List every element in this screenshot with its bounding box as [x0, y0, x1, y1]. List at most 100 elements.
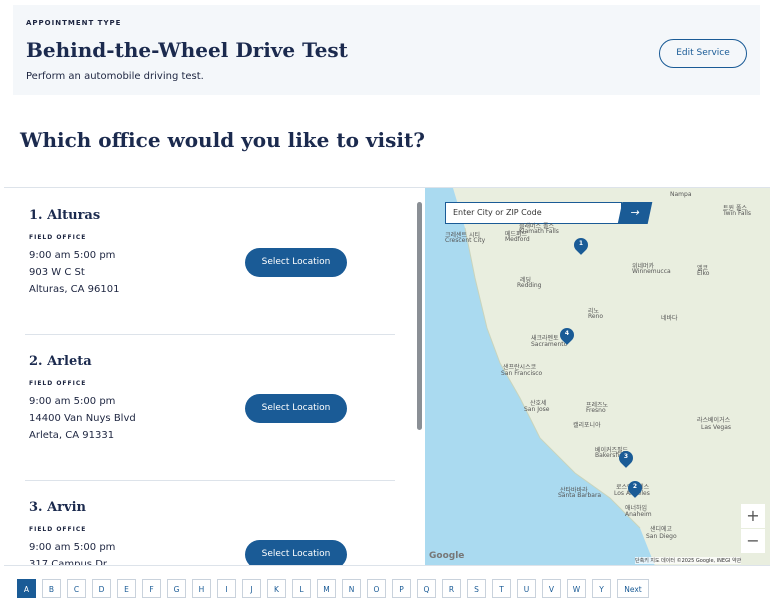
appointment-subtitle: Perform an automobile driving test. [26, 71, 204, 82]
map-attribution: 단축키 지도 데이터 ©2025 Google, INEGI 약관 [635, 557, 742, 564]
location-address: 317 Campus Dr [29, 559, 108, 566]
location-name: 3. Arvin [29, 500, 86, 515]
map-label: Elko [697, 270, 710, 277]
location-type: FIELD OFFICE [29, 526, 87, 533]
map-label: Anaheim [625, 511, 652, 518]
map-label: 리노 [588, 308, 600, 315]
map-label: 캘리포니아 [573, 422, 601, 429]
page-letter[interactable]: R [442, 579, 461, 598]
page-letter[interactable]: B [42, 579, 61, 598]
map: Enter City or ZIP Code → Nampa 트윈 폴스 Twin Fa… [425, 188, 770, 566]
select-location-button[interactable]: Select Location [245, 394, 347, 423]
pin-number[interactable]: 3 [623, 453, 629, 460]
page-letter[interactable]: P [392, 579, 411, 598]
pin-number[interactable]: 1 [578, 240, 584, 247]
location-name: 2. Arleta [29, 354, 92, 369]
scrollbar [417, 202, 422, 430]
location-list: 1. Alturas FIELD OFFICE 9:00 am 5:00 pm 903… [4, 188, 425, 566]
location-city: Arleta, CA 91331 [29, 430, 115, 441]
map-label: 프레즈노 [586, 402, 609, 409]
page-letter[interactable]: G [167, 579, 186, 598]
page-letter[interactable]: C [67, 579, 86, 598]
page-letter[interactable]: M [317, 579, 336, 598]
separator [25, 480, 395, 481]
map-label: Medford [505, 236, 530, 243]
location-address: 14400 Van Nuys Blvd [29, 413, 136, 424]
next-page[interactable]: Next [617, 579, 649, 598]
pin-number[interactable]: 4 [564, 330, 570, 337]
location-hours: 9:00 am 5:00 pm [29, 396, 116, 407]
zoom-out[interactable]: − [741, 529, 765, 553]
coastline [464, 227, 641, 529]
map-shapes [425, 188, 655, 566]
map-label: 산호세 [530, 400, 547, 407]
page-letter[interactable]: H [192, 579, 211, 598]
panel: 1. Alturas FIELD OFFICE 9:00 am 5:00 pm 903… [4, 187, 770, 566]
map-label: Crescent City [445, 237, 486, 244]
map-label: Winnemucca [632, 268, 671, 275]
page-letter[interactable]: N [342, 579, 361, 598]
map-label: Las Vegas [701, 424, 731, 431]
map-label: 라스베이거스 [697, 417, 731, 424]
page-letter[interactable]: Y [592, 579, 611, 598]
page-letter[interactable]: V [542, 579, 561, 598]
separator [25, 334, 395, 335]
question-heading: Which office would you like to visit? [20, 128, 425, 152]
map-label: 네바다 [661, 315, 678, 322]
page-letter[interactable]: I [217, 579, 236, 598]
map-label: Reno [588, 313, 604, 320]
map-label: Fresno [586, 407, 606, 414]
map-label: San Francisco [501, 370, 543, 377]
map-label: 트윈 폴스 [723, 205, 747, 212]
page-letter[interactable]: F [142, 579, 161, 598]
location-name: 1. Alturas [29, 208, 101, 223]
page-letter[interactable]: O [367, 579, 386, 598]
google-logo: Google [429, 551, 465, 561]
map-label: Sacramento [531, 341, 568, 348]
map-label: 레딩 [520, 277, 532, 284]
page-letter[interactable]: L [292, 579, 311, 598]
map-label: San Jose [524, 406, 550, 413]
location-hours: 9:00 am 5:00 pm [29, 250, 116, 261]
map-label: 엘코 [697, 265, 709, 272]
location-type: FIELD OFFICE [29, 234, 87, 241]
map-label: 클래머스 폴스 [519, 223, 555, 230]
select-location-button[interactable]: Select Location [245, 248, 347, 277]
page-letter[interactable]: U [517, 579, 536, 598]
location-address: 903 W C St [29, 267, 85, 278]
page-letter[interactable]: T [492, 579, 511, 598]
ocean [425, 188, 655, 566]
location-hours: 9:00 am 5:00 pm [29, 542, 116, 553]
search-button[interactable]: → [617, 202, 653, 224]
map-label: 산타바바라 [560, 487, 588, 494]
select-location-button[interactable]: Select Location [245, 540, 347, 566]
map-label: Bakersfield [595, 452, 629, 459]
map-label: 위네머카 [632, 263, 655, 270]
map-label: Nampa [670, 191, 692, 198]
appointment-title: Behind-the-Wheel Drive Test [26, 38, 348, 62]
page-letter[interactable]: E [117, 579, 136, 598]
page-letter[interactable]: W [567, 579, 586, 598]
page-letter[interactable]: D [92, 579, 111, 598]
map-label: 크레센트 시티 [445, 232, 481, 239]
pin-number[interactable]: 2 [632, 483, 638, 490]
map-label: 애너하임 [625, 505, 648, 512]
location-city: Alturas, CA 96101 [29, 284, 120, 295]
location-type: FIELD OFFICE [29, 380, 87, 387]
map-label: 메드퍼드 [505, 231, 528, 238]
page-letter[interactable]: S [467, 579, 486, 598]
map-label: Santa Barbara [558, 492, 602, 499]
page-letter[interactable]: Q [417, 579, 436, 598]
edit-service-button[interactable]: Edit Service [659, 39, 747, 68]
map-label: 베이커즈필드 [595, 447, 629, 454]
page-letter[interactable]: K [267, 579, 286, 598]
map-label: Redding [517, 282, 542, 289]
map-label: 샌프란시스코 [503, 364, 537, 371]
page-letter[interactable]: A [17, 579, 36, 598]
eyebrow: APPOINTMENT TYPE [26, 19, 122, 27]
page-letter[interactable]: J [242, 579, 261, 598]
map-label: San Diego [646, 533, 677, 540]
zoom-in[interactable]: + [741, 504, 765, 528]
map-label: Twin Falls [723, 210, 751, 217]
